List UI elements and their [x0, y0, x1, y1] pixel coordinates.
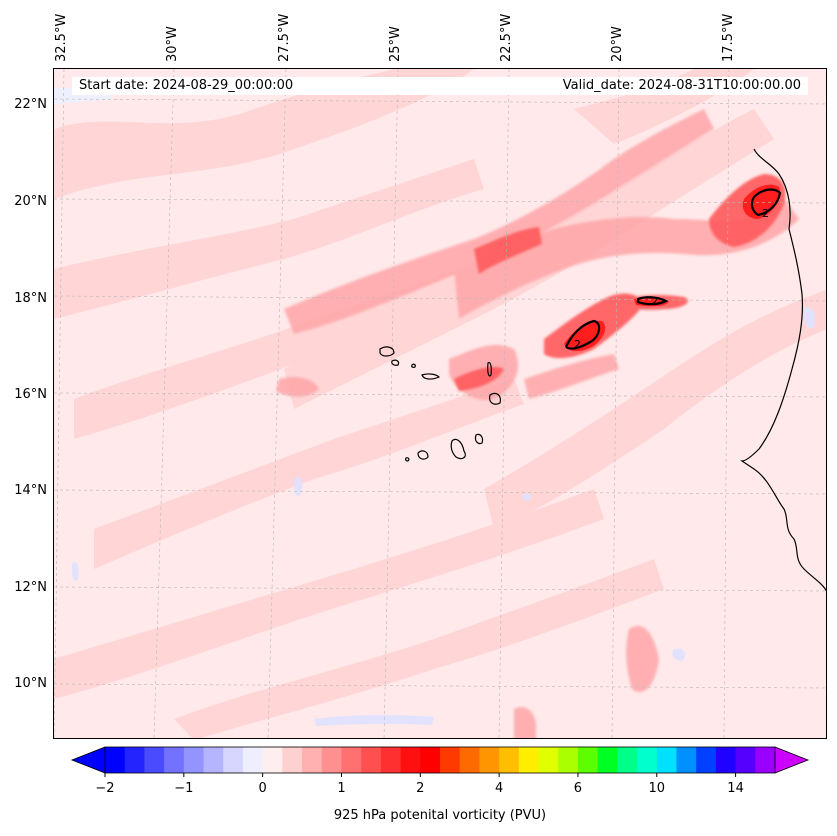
- colorbar-segment: [597, 747, 618, 773]
- colorbar-segment: [183, 747, 205, 773]
- colorbar-tick-label: 6: [573, 781, 583, 796]
- africa-coastline: [740, 148, 826, 592]
- lat-label: 20°N: [14, 194, 47, 209]
- contour-label: 2: [651, 295, 658, 308]
- colorbar-segment: [715, 747, 737, 773]
- colorbar-tick-label: 14: [727, 781, 744, 796]
- colorbar-segment: [755, 747, 776, 773]
- colorbar-segment: [321, 747, 342, 773]
- colorbar-segment: [105, 747, 126, 773]
- colorbar-under-outline: [70, 746, 106, 774]
- pv-field-low: [54, 69, 826, 738]
- colorbar-segment: [696, 747, 717, 773]
- colorbar-tick-label: −2: [95, 781, 115, 796]
- lon-label: 22.5°W: [499, 13, 514, 62]
- colorbar-tick-label: 0: [258, 781, 267, 796]
- colorbar-segment: [637, 747, 658, 773]
- colorbar-segment: [124, 747, 145, 773]
- cape-verde-islands: [379, 346, 501, 462]
- colorbar-tick-label: 10: [648, 781, 666, 796]
- colorbar-segment: [459, 747, 480, 773]
- colorbar-segment: [558, 747, 579, 773]
- colorbar-segment: [479, 747, 500, 773]
- colorbar-over-arrow: [775, 747, 808, 773]
- colorbar: [70, 746, 810, 777]
- lat-label: 14°N: [14, 483, 47, 498]
- contour-label: 2: [762, 207, 769, 220]
- lat-label: 16°N: [14, 387, 47, 402]
- colorbar-tick-label: 1: [337, 781, 346, 796]
- colorbar-tick-label: −1: [174, 781, 194, 796]
- colorbar-segment: [676, 747, 697, 773]
- valid-date-label: Valid_date: 2024-08-31T10:00:00.00: [562, 78, 801, 93]
- map-canvas: 2 2 2: [54, 69, 826, 738]
- pv-contour-2: [565, 188, 782, 350]
- colorbar-outline: [104, 746, 776, 774]
- colorbar-segment: [164, 747, 185, 773]
- lat-label: 12°N: [14, 580, 47, 595]
- colorbar-tick-label: 4: [494, 781, 504, 796]
- lon-label: 25°W: [388, 26, 403, 62]
- colorbar-segment: [144, 747, 165, 773]
- colorbar-segments: [105, 747, 776, 773]
- colorbar-segment: [440, 747, 461, 773]
- colorbar-segment: [302, 747, 323, 773]
- colorbar-tick-label: 2: [416, 781, 425, 796]
- colorbar-segment: [518, 747, 540, 773]
- colorbar-segment: [380, 747, 402, 773]
- lat-label: 18°N: [14, 291, 47, 306]
- colorbar-segment: [499, 747, 520, 773]
- contour-labels: 2 2 2: [574, 207, 769, 351]
- colorbar-segment: [735, 747, 756, 773]
- colorbar-segment: [242, 747, 264, 773]
- map-panel: 2 2 2: [53, 68, 827, 739]
- graticule: [54, 69, 826, 738]
- colorbar-segment: [577, 747, 599, 773]
- lon-label: 17.5°W: [721, 13, 736, 62]
- colorbar-segment: [400, 747, 421, 773]
- lon-label: 27.5°W: [277, 13, 292, 62]
- colorbar-label: 925 hPa potenital vorticity (PVU): [333, 808, 547, 823]
- colorbar-segment: [361, 747, 382, 773]
- colorbar-segment: [262, 747, 283, 773]
- start-date-label: Start date: 2024-08-29_00:00:00: [79, 78, 294, 93]
- lon-label: 32.5°W: [54, 13, 69, 62]
- colorbar-tickmarks: [104, 773, 737, 777]
- colorbar-segment: [538, 747, 559, 773]
- lat-label: 10°N: [14, 676, 47, 691]
- colorbar-segment: [617, 747, 638, 773]
- date-banner: [72, 77, 808, 95]
- colorbar-under-arrow: [72, 747, 105, 773]
- colorbar-segment: [203, 747, 224, 773]
- contour-label: 2: [574, 338, 581, 351]
- lat-label: 22°N: [14, 97, 47, 112]
- colorbar-segment: [420, 747, 441, 773]
- colorbar-segment: [282, 747, 303, 773]
- colorbar-over-outline: [774, 746, 810, 774]
- colorbar-segment: [341, 747, 362, 773]
- lon-label: 30°W: [165, 26, 180, 62]
- lon-label: 20°W: [610, 26, 625, 62]
- colorbar-segment: [223, 747, 244, 773]
- colorbar-segment: [656, 747, 677, 773]
